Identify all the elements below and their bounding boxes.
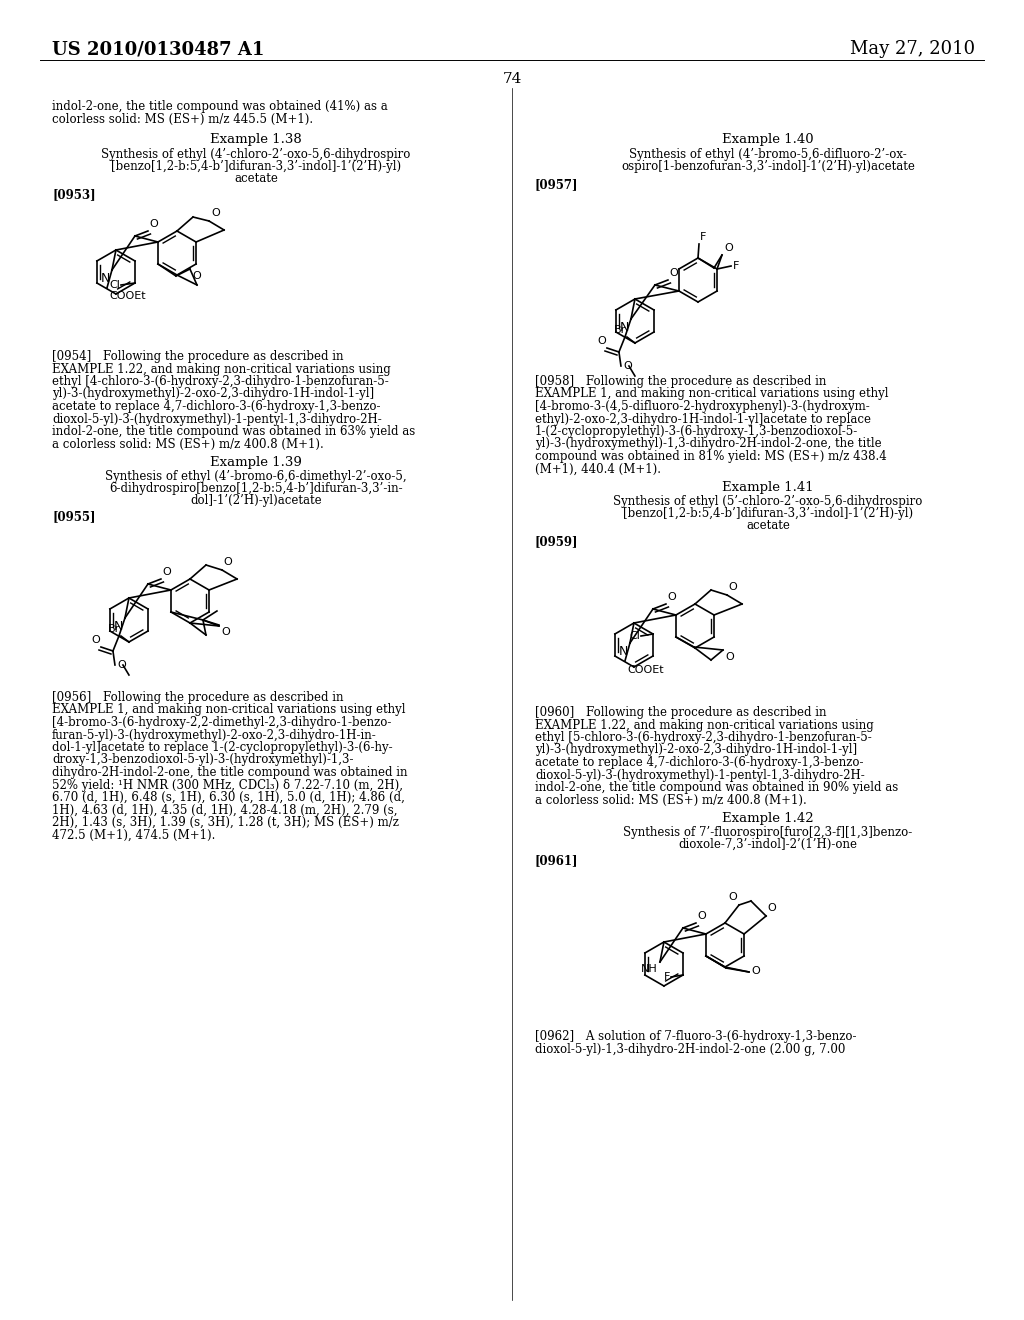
Text: Synthesis of ethyl (4’-chloro-2’-oxo-5,6-dihydrospiro: Synthesis of ethyl (4’-chloro-2’-oxo-5,6… [101,148,411,161]
Text: [0960] Following the procedure as described in: [0960] Following the procedure as descri… [535,706,826,719]
Text: ospiro[1-benzofuran-3,3’-indol]-1’(2’H)-yl)acetate: ospiro[1-benzofuran-3,3’-indol]-1’(2’H)-… [622,160,914,173]
Text: [0953]: [0953] [52,187,95,201]
Text: dihydro-2H-indol-2-one, the title compound was obtained in: dihydro-2H-indol-2-one, the title compou… [52,766,408,779]
Text: [4-bromo-3-(4,5-difluoro-2-hydroxyphenyl)-3-(hydroxym-: [4-bromo-3-(4,5-difluoro-2-hydroxyphenyl… [535,400,869,413]
Text: Synthesis of 7’-fluorospiro[furo[2,3-f][1,3]benzo-: Synthesis of 7’-fluorospiro[furo[2,3-f][… [624,826,912,840]
Text: Example 1.42: Example 1.42 [722,812,814,825]
Text: Synthesis of ethyl (4’-bromo-5,6-difluoro-2’-ox-: Synthesis of ethyl (4’-bromo-5,6-difluor… [629,148,907,161]
Text: EXAMPLE 1.22, and making non-critical variations using: EXAMPLE 1.22, and making non-critical va… [52,363,391,375]
Text: O: O [667,591,676,602]
Text: yl)-3-(hydroxymethyl)-1,3-dihydro-2H-indol-2-one, the title: yl)-3-(hydroxymethyl)-1,3-dihydro-2H-ind… [535,437,882,450]
Text: dioxol-5-yl)-1,3-dihydro-2H-indol-2-one (2.00 g, 7.00: dioxol-5-yl)-1,3-dihydro-2H-indol-2-one … [535,1043,846,1056]
Text: O: O [623,360,632,371]
Text: Synthesis of ethyl (5’-chloro-2’-oxo-5,6-dihydrospiro: Synthesis of ethyl (5’-chloro-2’-oxo-5,6… [613,495,923,508]
Text: furan-5-yl)-3-(hydroxymethyl)-2-oxo-2,3-dihydro-1H-in-: furan-5-yl)-3-(hydroxymethyl)-2-oxo-2,3-… [52,729,377,742]
Text: EXAMPLE 1, and making non-critical variations using ethyl: EXAMPLE 1, and making non-critical varia… [535,388,889,400]
Text: compound was obtained in 81% yield: MS (ES+) m/z 438.4: compound was obtained in 81% yield: MS (… [535,450,887,463]
Text: Br: Br [108,624,120,634]
Text: dioxol-5-yl)-3-(hydroxymethyl)-1-pentyl-1,3-dihydro-2H-: dioxol-5-yl)-3-(hydroxymethyl)-1-pentyl-… [535,768,864,781]
Text: COOEt: COOEt [109,290,145,301]
Text: O: O [221,627,229,638]
Text: dol-1-yl]acetate to replace 1-(2-cyclopropylethyl)-3-(6-hy-: dol-1-yl]acetate to replace 1-(2-cyclopr… [52,741,392,754]
Text: ethyl)-2-oxo-2,3-dihydro-1H-indol-1-yl]acetate to replace: ethyl)-2-oxo-2,3-dihydro-1H-indol-1-yl]a… [535,412,871,425]
Text: O: O [728,892,737,902]
Text: dioxole-7,3’-indol]-2’(1’H)-one: dioxole-7,3’-indol]-2’(1’H)-one [679,838,857,851]
Text: dioxol-5-yl)-3-(hydroxymethyl)-1-pentyl-1,3-dihydro-2H-: dioxol-5-yl)-3-(hydroxymethyl)-1-pentyl-… [52,412,382,425]
Text: Br: Br [613,325,626,335]
Text: indol-2-one, the title compound was obtained in 63% yield as: indol-2-one, the title compound was obta… [52,425,416,438]
Text: acetate to replace 4,7-dichloro-3-(6-hydroxy-1,3-benzo-: acetate to replace 4,7-dichloro-3-(6-hyd… [535,756,863,770]
Text: 472.5 (M+1), 474.5 (M+1).: 472.5 (M+1), 474.5 (M+1). [52,829,215,842]
Text: [0954] Following the procedure as described in: [0954] Following the procedure as descri… [52,350,343,363]
Text: a colorless solid: MS (ES+) m/z 400.8 (M+1).: a colorless solid: MS (ES+) m/z 400.8 (M… [535,793,807,807]
Text: O: O [223,557,231,568]
Text: [0959]: [0959] [535,535,579,548]
Text: 1-(2-cyclopropylethyl)-3-(6-hydroxy-1,3-benzodioxol-5-: 1-(2-cyclopropylethyl)-3-(6-hydroxy-1,3-… [535,425,858,438]
Text: O: O [597,337,606,346]
Text: droxy-1,3-benzodioxol-5-yl)-3-(hydroxymethyl)-1,3-: droxy-1,3-benzodioxol-5-yl)-3-(hydroxyme… [52,754,353,767]
Text: O: O [725,652,734,663]
Text: May 27, 2010: May 27, 2010 [850,40,975,58]
Text: O: O [148,219,158,228]
Text: N: N [618,645,628,657]
Text: 74: 74 [503,73,521,86]
Text: N: N [620,321,629,334]
Text: (M+1), 440.4 (M+1).: (M+1), 440.4 (M+1). [535,462,662,475]
Text: F: F [700,232,707,242]
Text: a colorless solid: MS (ES+) m/z 400.8 (M+1).: a colorless solid: MS (ES+) m/z 400.8 (M… [52,437,324,450]
Text: acetate to replace 4,7-dichloro-3-(6-hydroxy-1,3-benzo-: acetate to replace 4,7-dichloro-3-(6-hyd… [52,400,381,413]
Text: 52% yield: ¹H NMR (300 MHz, CDCl₃) δ 7.22-7.10 (m, 2H),: 52% yield: ¹H NMR (300 MHz, CDCl₃) δ 7.2… [52,779,403,792]
Text: [benzo[1,2-b:5,4-b’]difuran-3,3’-indol]-1’(2’H)-yl): [benzo[1,2-b:5,4-b’]difuran-3,3’-indol]-… [111,160,401,173]
Text: O: O [751,966,760,975]
Text: yl)-3-(hydroxymethyl)-2-oxo-2,3-dihydro-1H-indol-1-yl]: yl)-3-(hydroxymethyl)-2-oxo-2,3-dihydro-… [535,743,857,756]
Text: COOEt: COOEt [627,665,664,675]
Text: Example 1.39: Example 1.39 [210,455,302,469]
Text: O: O [211,209,220,218]
Text: [0958] Following the procedure as described in: [0958] Following the procedure as descri… [535,375,826,388]
Text: [0962] A solution of 7-fluoro-3-(6-hydroxy-1,3-benzo-: [0962] A solution of 7-fluoro-3-(6-hydro… [535,1030,856,1043]
Text: O: O [697,911,706,921]
Text: acetate: acetate [234,172,278,185]
Text: 6-dihydrospiro[benzo[1,2-b:5,4-b’]difuran-3,3’-in-: 6-dihydrospiro[benzo[1,2-b:5,4-b’]difura… [110,482,402,495]
Text: O: O [191,271,201,281]
Text: N: N [100,272,110,285]
Text: US 2010/0130487 A1: US 2010/0130487 A1 [52,40,264,58]
Text: O: O [728,582,736,591]
Text: F: F [733,261,739,271]
Text: Cl: Cl [110,280,120,290]
Text: Cl: Cl [629,631,640,642]
Text: indol-2-one, the title compound was obtained in 90% yield as: indol-2-one, the title compound was obta… [535,781,898,795]
Text: [0957]: [0957] [535,178,579,191]
Text: indol-2-one, the title compound was obtained (41%) as a: indol-2-one, the title compound was obta… [52,100,388,114]
Text: Synthesis of ethyl (4’-bromo-6,6-dimethyl-2’-oxo-5,: Synthesis of ethyl (4’-bromo-6,6-dimethy… [105,470,407,483]
Text: Example 1.38: Example 1.38 [210,133,302,147]
Text: O: O [767,903,776,913]
Text: F: F [664,972,670,982]
Text: EXAMPLE 1.22, and making non-critical variations using: EXAMPLE 1.22, and making non-critical va… [535,718,873,731]
Text: O: O [724,243,733,253]
Text: Example 1.40: Example 1.40 [722,133,814,147]
Text: [4-bromo-3-(6-hydroxy-2,2-dimethyl-2,3-dihydro-1-benzo-: [4-bromo-3-(6-hydroxy-2,2-dimethyl-2,3-d… [52,715,391,729]
Text: 2H), 1.43 (s, 3H), 1.39 (s, 3H), 1.28 (t, 3H); MS (ES+) m/z: 2H), 1.43 (s, 3H), 1.39 (s, 3H), 1.28 (t… [52,816,399,829]
Text: acetate: acetate [746,519,790,532]
Text: [0955]: [0955] [52,510,95,523]
Text: [0961]: [0961] [535,854,579,867]
Text: 6.70 (d, 1H), 6.48 (s, 1H), 6.30 (s, 1H), 5.0 (d, 1H); 4.86 (d,: 6.70 (d, 1H), 6.48 (s, 1H), 6.30 (s, 1H)… [52,791,404,804]
Text: EXAMPLE 1, and making non-critical variations using ethyl: EXAMPLE 1, and making non-critical varia… [52,704,406,717]
Text: [0956] Following the procedure as described in: [0956] Following the procedure as descri… [52,690,343,704]
Text: O: O [162,568,171,577]
Text: NH: NH [641,964,658,974]
Text: dol]-1’(2’H)-yl)acetate: dol]-1’(2’H)-yl)acetate [190,494,322,507]
Text: ethyl [4-chloro-3-(6-hydroxy-2,3-dihydro-1-benzofuran-5-: ethyl [4-chloro-3-(6-hydroxy-2,3-dihydro… [52,375,389,388]
Text: 1H), 4.63 (d, 1H), 4.35 (d, 1H), 4.28-4.18 (m, 2H), 2.79 (s,: 1H), 4.63 (d, 1H), 4.35 (d, 1H), 4.28-4.… [52,804,397,817]
Text: N: N [114,620,123,634]
Text: [benzo[1,2-b:5,4-b’]difuran-3,3’-indol]-1’(2’H)-yl): [benzo[1,2-b:5,4-b’]difuran-3,3’-indol]-… [623,507,913,520]
Text: yl)-3-(hydroxymethyl)-2-oxo-2,3-dihydro-1H-indol-1-yl]: yl)-3-(hydroxymethyl)-2-oxo-2,3-dihydro-… [52,388,374,400]
Text: Example 1.41: Example 1.41 [722,480,814,494]
Text: ethyl [5-chloro-3-(6-hydroxy-2,3-dihydro-1-benzofuran-5-: ethyl [5-chloro-3-(6-hydroxy-2,3-dihydro… [535,731,871,744]
Text: colorless solid: MS (ES+) m/z 445.5 (M+1).: colorless solid: MS (ES+) m/z 445.5 (M+1… [52,114,313,125]
Text: O: O [669,268,678,279]
Text: O: O [117,660,126,671]
Text: O: O [91,635,100,645]
